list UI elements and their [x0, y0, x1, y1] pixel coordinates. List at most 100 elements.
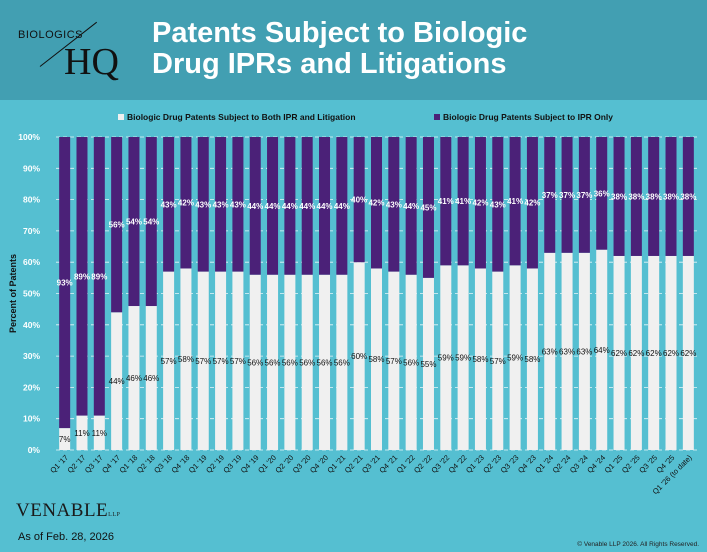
- data-label-ipr-only: 37%: [542, 191, 558, 200]
- data-label-both: 58%: [178, 355, 194, 364]
- data-label-ipr-only: 37%: [559, 191, 575, 200]
- data-label-ipr-only: 44%: [334, 202, 350, 211]
- x-tick-label: Q4 '17: [100, 453, 122, 475]
- y-tick-label: 10%: [23, 414, 40, 424]
- data-label-both: 57%: [161, 357, 177, 366]
- x-tick-label: Q1 '20: [256, 453, 278, 475]
- x-tick-label: Q2 '17: [66, 453, 88, 475]
- x-tick-label: Q3 '24: [568, 453, 590, 475]
- data-label-both: 57%: [213, 357, 229, 366]
- data-label-both: 62%: [646, 349, 662, 358]
- data-label-both: 64%: [594, 346, 610, 355]
- data-label-ipr-only: 93%: [57, 279, 73, 288]
- data-label-both: 59%: [507, 354, 523, 363]
- data-label-both: 56%: [282, 358, 298, 367]
- data-label-ipr-only: 37%: [576, 191, 592, 200]
- data-label-both: 7%: [59, 435, 71, 444]
- data-label-both: 11%: [92, 429, 107, 438]
- data-label-both: 56%: [299, 358, 315, 367]
- venable-logo: VENABLELLP: [16, 500, 120, 522]
- data-label-both: 57%: [230, 357, 246, 366]
- y-tick-label: 90%: [23, 163, 40, 173]
- y-tick-label: 70%: [23, 226, 40, 236]
- y-axis-label: Percent of Patents: [8, 254, 18, 333]
- data-label-both: 62%: [611, 349, 627, 358]
- x-tick-label: Q1 '18: [118, 453, 140, 475]
- data-label-ipr-only: 45%: [420, 203, 436, 212]
- data-label-ipr-only: 36%: [594, 189, 610, 198]
- x-tick-label: Q1 '23: [464, 453, 486, 475]
- x-tick-label: Q2 '21: [343, 453, 365, 475]
- data-label-both: 58%: [524, 355, 540, 364]
- data-label-both: 56%: [334, 358, 350, 367]
- data-label-ipr-only: 42%: [178, 199, 194, 208]
- data-label-both: 55%: [420, 360, 436, 369]
- y-tick-label: 20%: [23, 382, 40, 392]
- y-tick-label: 50%: [23, 289, 40, 299]
- y-tick-label: 100%: [18, 132, 40, 142]
- data-label-ipr-only: 44%: [317, 202, 333, 211]
- venable-brand: VENABLE: [16, 500, 108, 521]
- x-tick-label: Q4 '23: [516, 453, 538, 475]
- data-label-both: 46%: [143, 374, 159, 383]
- data-label-both: 62%: [663, 349, 679, 358]
- data-label-ipr-only: 41%: [438, 197, 454, 206]
- x-tick-label: Q3 '21: [360, 453, 382, 475]
- x-tick-label: Q2 '18: [135, 453, 157, 475]
- data-label-both: 57%: [195, 357, 211, 366]
- data-label-ipr-only: 42%: [368, 199, 384, 208]
- data-label-both: 60%: [351, 352, 367, 361]
- data-label-ipr-only: 43%: [195, 200, 211, 209]
- data-label-both: 59%: [438, 354, 454, 363]
- data-label-ipr-only: 44%: [403, 202, 419, 211]
- data-label-ipr-only: 41%: [455, 197, 471, 206]
- y-tick-label: 0%: [28, 445, 41, 455]
- data-label-ipr-only: 43%: [490, 200, 506, 209]
- x-tick-label: Q2 '24: [551, 453, 573, 475]
- data-label-ipr-only: 38%: [628, 192, 644, 201]
- data-label-both: 46%: [126, 374, 142, 383]
- data-label-ipr-only: 43%: [230, 200, 246, 209]
- x-tick-label: Q1 '25: [603, 453, 625, 475]
- x-tick-label: Q2 '19: [204, 453, 226, 475]
- x-tick-label: Q4 '21: [377, 453, 399, 475]
- y-tick-label: 30%: [23, 351, 40, 361]
- x-tick-label: Q4 '20: [308, 453, 330, 475]
- data-label-both: 59%: [455, 354, 471, 363]
- data-label-both: 11%: [74, 429, 89, 438]
- data-label-ipr-only: 44%: [265, 202, 281, 211]
- data-label-both: 58%: [368, 355, 384, 364]
- data-label-both: 57%: [386, 357, 402, 366]
- data-label-both: 56%: [317, 358, 333, 367]
- x-tick-label: Q3 '19: [221, 453, 243, 475]
- x-tick-label: Q3 '18: [152, 453, 174, 475]
- data-label-ipr-only: 41%: [507, 197, 523, 206]
- data-label-ipr-only: 40%: [351, 196, 367, 205]
- data-label-ipr-only: 42%: [472, 199, 488, 208]
- x-tick-label: Q1 '19: [187, 453, 209, 475]
- data-label-ipr-only: 44%: [282, 202, 298, 211]
- data-label-ipr-only: 56%: [109, 221, 125, 230]
- x-tick-label: Q4 '24: [585, 453, 607, 475]
- x-tick-label: Q3 '20: [291, 453, 313, 475]
- x-tick-label: Q4 '18: [170, 453, 192, 475]
- as-of-date: As of Feb. 28, 2026: [18, 531, 114, 543]
- y-tick-label: 60%: [23, 257, 40, 267]
- data-label-ipr-only: 43%: [386, 200, 402, 209]
- data-label-ipr-only: 89%: [91, 272, 107, 281]
- x-tick-label: Q4 '22: [447, 453, 469, 475]
- data-label-both: 56%: [403, 358, 419, 367]
- y-tick-label: 80%: [23, 195, 40, 205]
- venable-suffix: LLP: [108, 512, 120, 518]
- data-label-ipr-only: 42%: [524, 199, 540, 208]
- data-label-ipr-only: 38%: [646, 192, 662, 201]
- data-label-ipr-only: 43%: [213, 200, 229, 209]
- copyright: © Venable LLP 2026. All Rights Reserved.: [577, 541, 699, 548]
- x-tick-label: Q2 '22: [412, 453, 434, 475]
- data-label-both: 62%: [680, 349, 696, 358]
- x-tick-label: Q1 '21: [325, 453, 347, 475]
- data-label-ipr-only: 38%: [611, 192, 627, 201]
- data-label-ipr-only: 54%: [143, 218, 159, 227]
- data-label-ipr-only: 43%: [161, 200, 177, 209]
- data-label-both: 57%: [490, 357, 506, 366]
